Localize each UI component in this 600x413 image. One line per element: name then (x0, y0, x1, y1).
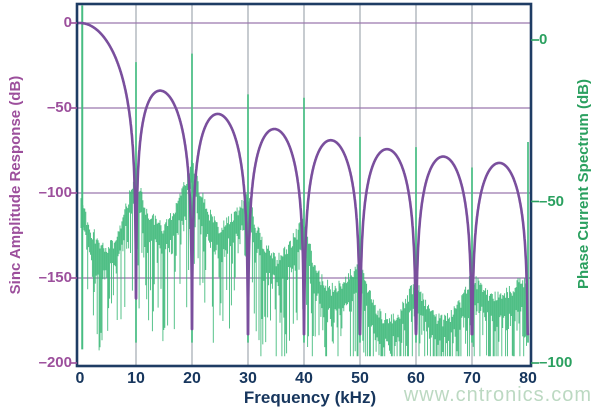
watermark: www.cntronics.com (403, 384, 592, 406)
x-tick-label: 10 (127, 370, 145, 387)
x-tick-label: 80 (519, 370, 537, 387)
y-right-tick-label: –50 (539, 193, 565, 210)
y-left-tick-label: –200 (38, 354, 72, 371)
x-tick-label: 70 (463, 370, 481, 387)
x-axis-title: Frequency (kHz) (243, 388, 377, 407)
x-tick-label: 40 (295, 370, 313, 387)
x-tick-label: 20 (183, 370, 201, 387)
y-right-tick-label: –100 (539, 354, 573, 371)
y-left-tick-label: –150 (38, 269, 72, 286)
y-left-tick-label: –100 (38, 184, 72, 201)
x-tick-label: 50 (351, 370, 369, 387)
x-tick-label: 0 (75, 370, 85, 387)
y-left-tick-label: 0 (63, 14, 72, 31)
y-left-tick-label: –50 (46, 99, 72, 116)
x-tick-label: 30 (239, 370, 257, 387)
x-tick-label: 60 (407, 370, 425, 387)
y-right-tick-label: 0 (539, 31, 548, 48)
y-right-axis-title: Phase Current Spectrum (dB) (575, 78, 592, 290)
